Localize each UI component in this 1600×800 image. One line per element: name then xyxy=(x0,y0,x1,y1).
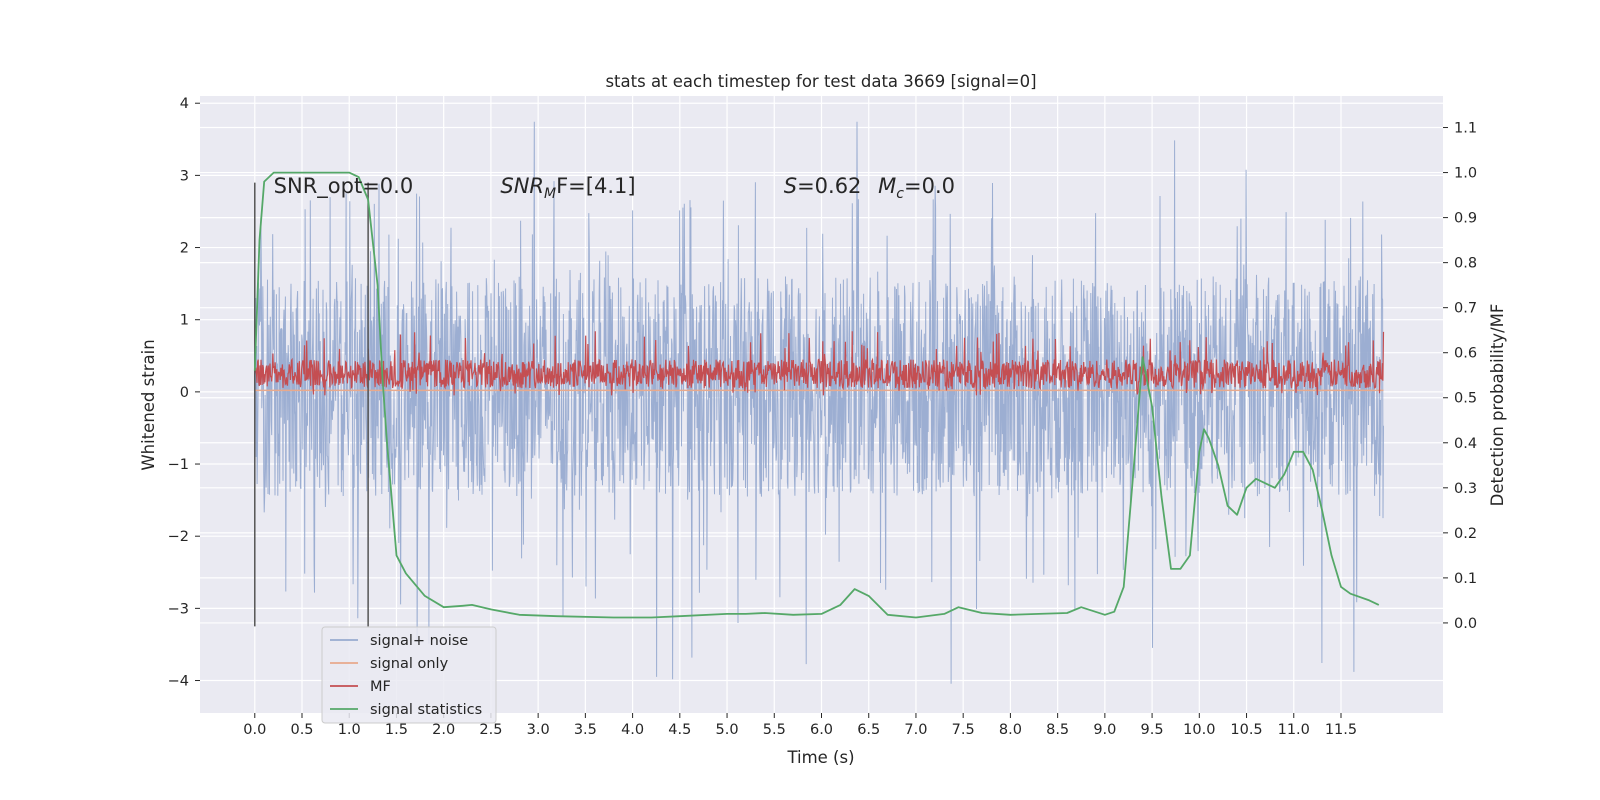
x-tick-label: 8.5 xyxy=(1046,722,1069,738)
x-tick-label: 4.0 xyxy=(621,722,644,738)
x-tick-label: 11.0 xyxy=(1278,722,1310,738)
snr-mf-sub: M xyxy=(544,186,556,202)
y2-tick-label: 0.1 xyxy=(1454,571,1477,587)
snr-mf-rest: F=[4.1] xyxy=(556,174,635,198)
x-tick-label: 1.0 xyxy=(338,722,361,738)
x-tick-label: 2.0 xyxy=(432,722,455,738)
x-tick-label: 0.0 xyxy=(243,722,266,738)
legend-label: signal only xyxy=(370,656,449,672)
s-annotation: S=0.62 xyxy=(784,174,862,198)
x-tick-label: 6.0 xyxy=(810,722,833,738)
y2-axis-label: Detection probability/MF xyxy=(1488,304,1507,507)
y-tick-label: 0 xyxy=(180,385,189,401)
x-tick-label: 7.5 xyxy=(952,722,975,738)
snr-mf-annotation: SNRMF=[4.1] xyxy=(500,174,635,202)
legend-label: signal+ noise xyxy=(370,633,468,649)
x-tick-label: 10.0 xyxy=(1183,722,1215,738)
plot-area xyxy=(253,121,1385,684)
y-tick-label: −1 xyxy=(168,457,189,473)
y-tick-label: 3 xyxy=(180,168,189,184)
x-tick-label: 8.0 xyxy=(999,722,1022,738)
y-tick-label: −2 xyxy=(168,529,189,545)
y2-tick-label: 0.5 xyxy=(1454,391,1477,407)
y2-tick-label: 0.6 xyxy=(1454,346,1477,362)
legend: signal+ noise signal only MF signal statist… xyxy=(321,626,497,724)
x-tick-label: 2.5 xyxy=(479,722,502,738)
x-tick-label: 6.5 xyxy=(857,722,880,738)
x-tick-label: 9.0 xyxy=(1093,722,1116,738)
axes: 0.0 0.5 1.0 1.5 2.0 2.5 3.0 3.5 4.0 4.5 5.0 5.5 6.0 6… xyxy=(168,96,1477,738)
x-tick-label: 5.5 xyxy=(763,722,786,738)
x-tick-label: 3.0 xyxy=(527,722,550,738)
y2-tick-label: 0.3 xyxy=(1454,481,1477,497)
x-tick-label: 0.5 xyxy=(290,722,313,738)
series-signal-statistics xyxy=(253,171,1380,619)
x-tick-label: 7.0 xyxy=(904,722,927,738)
y2-tick-label: 1.0 xyxy=(1454,166,1477,182)
legend-label: signal statistics xyxy=(370,702,482,718)
y2-tick-label: 1.1 xyxy=(1454,121,1477,137)
x-tick-label: 4.5 xyxy=(668,722,691,738)
x-tick-label: 3.5 xyxy=(574,722,597,738)
legend-box xyxy=(321,626,497,724)
y-tick-label: −4 xyxy=(168,674,189,690)
y-tick-label: 4 xyxy=(180,96,189,112)
x-tick-label: 5.0 xyxy=(716,722,739,738)
y2-tick-label: 0.8 xyxy=(1454,256,1477,272)
y2-tick-label: 0.4 xyxy=(1454,436,1477,452)
series-signal-noise xyxy=(254,121,1384,684)
y2-tick-label: 0.2 xyxy=(1454,526,1477,542)
chart-title: stats at each timestep for test data 366… xyxy=(605,72,1036,91)
mc-annotation: Mc=0.0 xyxy=(878,174,955,202)
annotations: SNR_opt=0.0 SNRMF=[4.1] S=0.62 Mc=0.0 xyxy=(274,174,955,202)
snr-mf-main: SNR xyxy=(500,174,544,198)
snr-opt-annotation: SNR_opt=0.0 xyxy=(274,174,414,199)
y-tick-label: −3 xyxy=(168,601,189,617)
y2-tick-label: 0.7 xyxy=(1454,301,1477,317)
y-tick-label: 2 xyxy=(180,241,189,257)
legend-label: MF xyxy=(370,679,391,695)
x-tick-label: 11.5 xyxy=(1325,722,1357,738)
series-mf xyxy=(254,331,1385,396)
y-tick-label: 1 xyxy=(180,313,189,329)
x-tick-label: 1.5 xyxy=(385,722,408,738)
y2-tick-label: 0.9 xyxy=(1454,211,1477,227)
x-axis-label: Time (s) xyxy=(786,748,854,767)
y2-tick-label: 0.0 xyxy=(1454,616,1477,632)
x-tick-label: 10.5 xyxy=(1230,722,1262,738)
x-tick-label: 9.5 xyxy=(1141,722,1164,738)
y-axis-label: Whitened strain xyxy=(139,339,158,470)
